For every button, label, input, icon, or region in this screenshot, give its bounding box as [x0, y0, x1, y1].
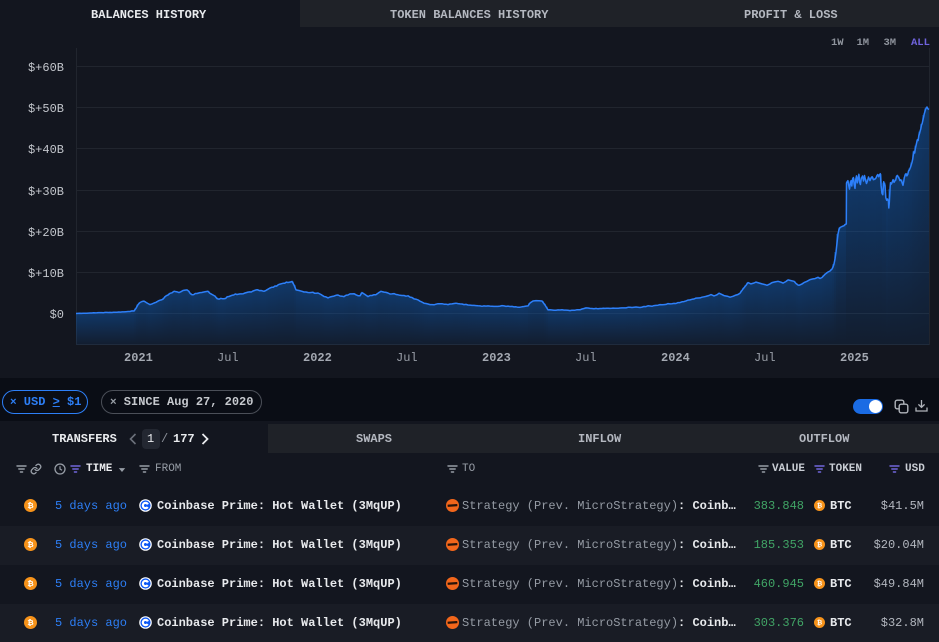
svg-text:₿: ₿ [27, 540, 33, 549]
svg-text:₿: ₿ [817, 541, 823, 549]
svg-text:₿: ₿ [27, 618, 33, 627]
svg-text:₿: ₿ [817, 502, 823, 510]
svg-text:₿: ₿ [27, 501, 33, 510]
svg-text:₿: ₿ [817, 619, 823, 627]
svg-text:₿: ₿ [27, 579, 33, 588]
svg-text:₿: ₿ [817, 580, 823, 588]
